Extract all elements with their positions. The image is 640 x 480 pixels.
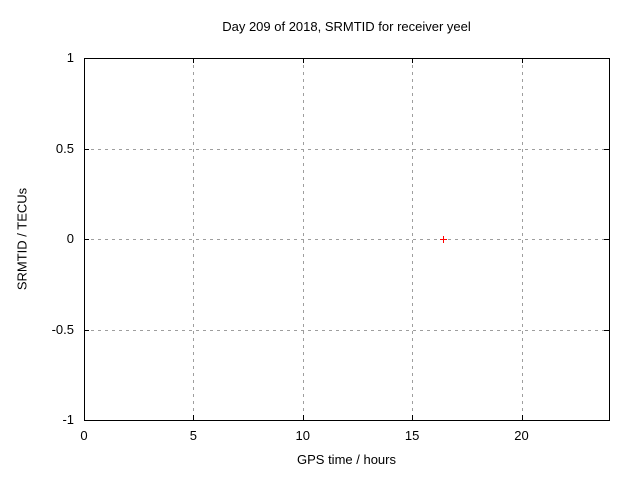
y-tick-label: 1 <box>66 50 74 65</box>
chart-title: Day 209 of 2018, SRMTID for receiver yee… <box>222 19 471 34</box>
x-tick-label: 15 <box>404 428 420 443</box>
x-axis-label: GPS time / hours <box>297 452 396 467</box>
y-tick-label: 0 <box>66 231 74 246</box>
y-tick-label: -0.5 <box>51 321 74 337</box>
y-tick-label: -1 <box>62 412 74 427</box>
x-tick-label: 0 <box>80 428 88 443</box>
x-tick-label: 20 <box>514 428 529 443</box>
x-tick-label: 10 <box>295 428 310 443</box>
y-tick-label: 0.5 <box>55 140 74 156</box>
x-tick-label: 5 <box>189 428 197 443</box>
